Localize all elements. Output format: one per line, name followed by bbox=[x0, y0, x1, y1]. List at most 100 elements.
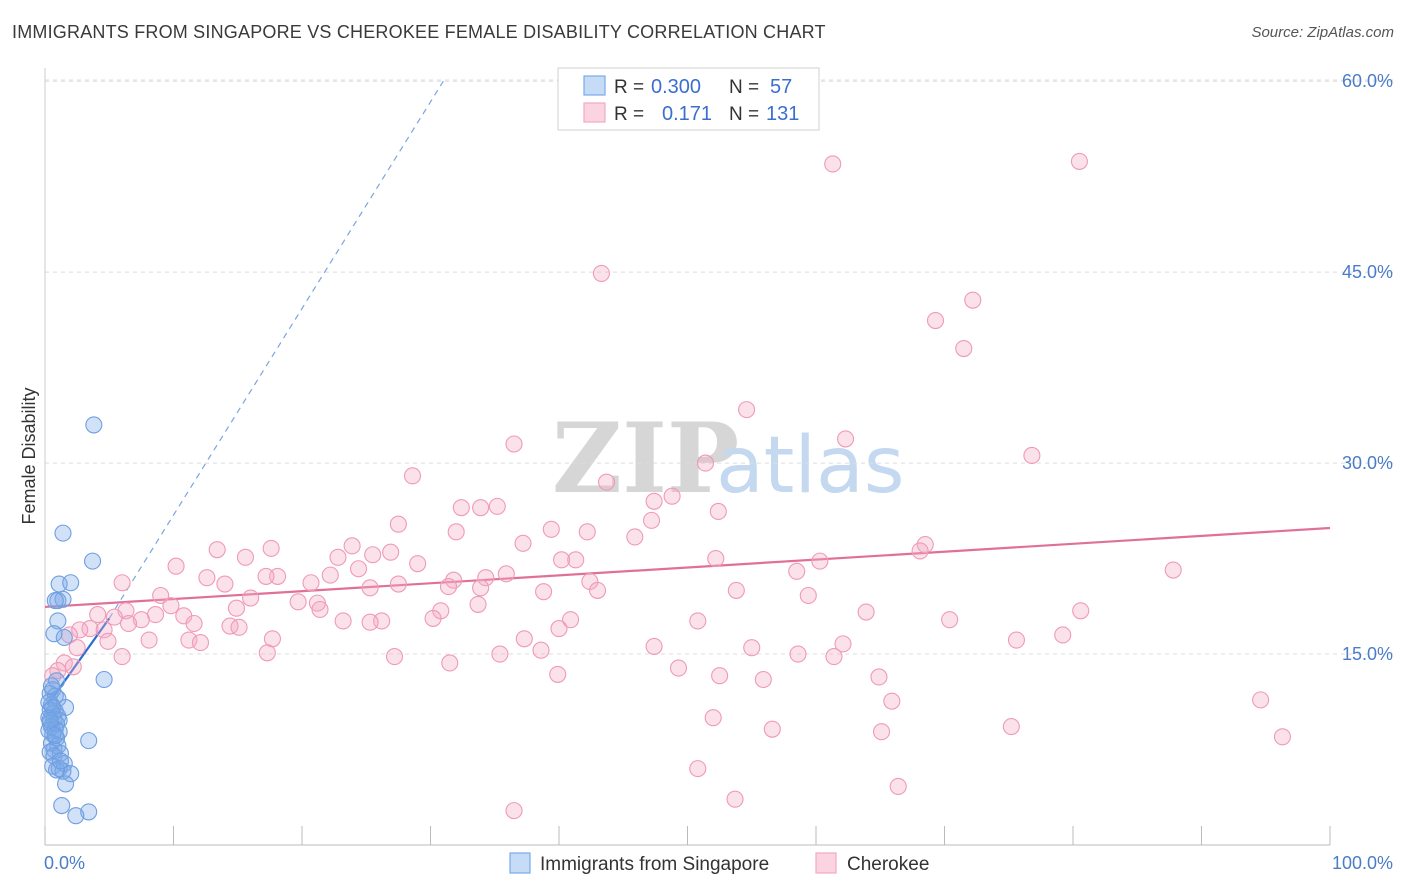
y-axis-title: Female Disability bbox=[19, 387, 39, 524]
cherokee-points bbox=[44, 152, 1292, 820]
cherokee-point-90 bbox=[230, 618, 248, 636]
singapore-point-50 bbox=[67, 807, 85, 825]
singapore-point-0 bbox=[85, 416, 103, 434]
cherokee-point-129 bbox=[872, 723, 891, 741]
cherokee-point-60 bbox=[535, 583, 553, 601]
bottom-legend-swatch-blue bbox=[509, 852, 531, 874]
cherokee-trend-line bbox=[44, 526, 1331, 609]
cherokee-point-63 bbox=[152, 586, 170, 605]
cherokee-point-29 bbox=[382, 543, 400, 561]
cherokee-point-58 bbox=[472, 579, 490, 597]
watermark-zip: ZIP bbox=[552, 402, 739, 515]
cherokee-point-43 bbox=[788, 562, 806, 580]
cherokee-point-101 bbox=[1007, 631, 1026, 649]
singapore-point-48 bbox=[53, 796, 71, 815]
singapore-point-9 bbox=[45, 625, 63, 643]
cherokee-point-3 bbox=[964, 291, 982, 309]
cherokee-point-21 bbox=[542, 520, 560, 538]
cherokee-point-132 bbox=[689, 760, 707, 778]
cherokee-point-23 bbox=[447, 523, 465, 541]
y-tick-label-2: 45.0% bbox=[1342, 262, 1393, 282]
cherokee-point-123 bbox=[870, 668, 888, 686]
singapore-point-55 bbox=[46, 726, 64, 745]
cherokee-point-39 bbox=[409, 555, 427, 573]
cherokee-point-117 bbox=[669, 659, 688, 677]
cherokee-point-114 bbox=[441, 654, 459, 672]
cherokee-point-67 bbox=[469, 595, 487, 613]
singapore-point-8 bbox=[49, 612, 67, 630]
cherokee-point-11 bbox=[403, 467, 422, 485]
cherokee-point-98 bbox=[99, 632, 117, 650]
cherokee-point-15 bbox=[452, 499, 470, 517]
cherokee-point-47 bbox=[257, 567, 275, 585]
cherokee-point-12 bbox=[597, 473, 616, 491]
bottom-legend: Immigrants from Singapore Cherokee bbox=[509, 852, 929, 875]
cherokee-point-36 bbox=[553, 551, 571, 569]
cherokee-point-0 bbox=[1070, 152, 1088, 170]
legend-r-label-1: R = bbox=[614, 77, 644, 98]
cherokee-point-94 bbox=[71, 621, 89, 639]
cherokee-point-76 bbox=[146, 606, 165, 624]
cherokee-point-54 bbox=[216, 575, 234, 593]
cherokee-point-107 bbox=[789, 645, 807, 663]
legend-swatch-blue bbox=[583, 75, 606, 96]
cherokee-point-64 bbox=[242, 589, 260, 607]
singapore-point-7 bbox=[46, 592, 64, 610]
cherokee-point-27 bbox=[262, 539, 280, 557]
singapore-point-56 bbox=[51, 752, 69, 770]
cherokee-point-55 bbox=[389, 575, 407, 593]
cherokee-point-68 bbox=[162, 597, 180, 615]
cherokee-point-122 bbox=[711, 667, 729, 685]
bottom-legend-label-singapore: Immigrants from Singapore bbox=[540, 854, 769, 875]
source-label: Source: ZipAtlas.com bbox=[1251, 24, 1394, 41]
cherokee-point-79 bbox=[132, 611, 150, 629]
cherokee-point-7 bbox=[505, 435, 523, 453]
cherokee-point-1 bbox=[824, 155, 842, 173]
cherokee-point-103 bbox=[645, 637, 663, 655]
cherokee-point-57 bbox=[361, 579, 379, 597]
y-tick-label-1: 30.0% bbox=[1342, 453, 1393, 473]
cherokee-point-127 bbox=[704, 709, 722, 727]
cherokee-point-41 bbox=[349, 560, 368, 578]
cherokee-point-82 bbox=[334, 612, 352, 630]
x-tick-label-min: 0.0% bbox=[44, 853, 85, 873]
bottom-legend-swatch-pink bbox=[815, 852, 837, 874]
cherokee-point-9 bbox=[1023, 446, 1041, 465]
singapore-point-1 bbox=[54, 524, 72, 542]
x-tick-label-max: 100.0% bbox=[1332, 853, 1393, 873]
cherokee-point-25 bbox=[514, 534, 532, 552]
singapore-point-54 bbox=[41, 711, 59, 729]
bottom-legend-label-cherokee: Cherokee bbox=[847, 854, 929, 875]
cherokee-point-38 bbox=[811, 552, 829, 570]
watermark: ZIP atlas bbox=[552, 402, 905, 515]
cherokee-point-80 bbox=[424, 609, 442, 627]
watermark-atlas: atlas bbox=[716, 421, 905, 511]
cherokee-point-18 bbox=[642, 511, 661, 529]
cherokee-point-135 bbox=[505, 802, 523, 820]
singapore-points bbox=[40, 416, 113, 825]
chart-title: IMMIGRANTS FROM SINGAPORE VS CHEROKEE FE… bbox=[12, 22, 826, 42]
cherokee-point-33 bbox=[329, 548, 347, 566]
legend-n-label-1: N = bbox=[729, 77, 759, 98]
cherokee-point-17 bbox=[488, 497, 506, 515]
cherokee-point-40 bbox=[167, 557, 185, 575]
cherokee-point-120 bbox=[64, 658, 82, 676]
cherokee-point-125 bbox=[883, 692, 901, 710]
cherokee-point-2 bbox=[592, 264, 610, 282]
cherokee-point-128 bbox=[763, 720, 781, 738]
cherokee-point-78 bbox=[105, 608, 123, 626]
cherokee-point-37 bbox=[707, 550, 725, 568]
cherokee-point-118 bbox=[549, 665, 567, 683]
cherokee-point-84 bbox=[361, 613, 379, 631]
cherokee-point-69 bbox=[227, 599, 246, 617]
singapore-point-4 bbox=[62, 574, 80, 592]
cherokee-point-113 bbox=[532, 641, 550, 659]
cherokee-point-65 bbox=[289, 593, 307, 611]
cherokee-point-85 bbox=[119, 614, 138, 633]
cherokee-point-115 bbox=[491, 645, 509, 663]
cherokee-point-53 bbox=[113, 574, 131, 592]
cherokee-point-124 bbox=[754, 670, 772, 689]
cherokee-point-116 bbox=[515, 630, 533, 648]
cherokee-point-111 bbox=[258, 644, 276, 662]
